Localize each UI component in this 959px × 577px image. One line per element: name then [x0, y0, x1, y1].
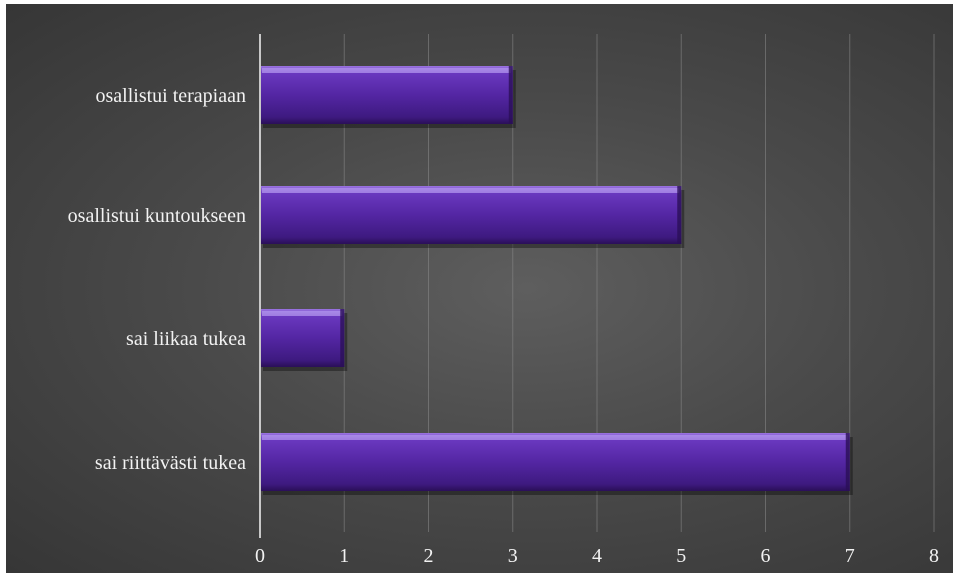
bar	[260, 66, 516, 128]
x-tick-label: 2	[424, 545, 434, 567]
category-label: sai liikaa tukea	[126, 328, 246, 350]
category-label: osallistui terapiaan	[95, 85, 246, 107]
category-label: osallistui kuntoukseen	[68, 205, 246, 227]
x-tick-label: 3	[508, 545, 518, 567]
x-tick-label: 5	[676, 545, 686, 567]
bar	[260, 309, 348, 371]
x-tick-label: 6	[761, 545, 771, 567]
category-label: sai riittävästi tukea	[95, 452, 246, 474]
bar	[260, 433, 853, 495]
bar	[260, 186, 685, 248]
x-tick-label: 4	[592, 545, 602, 567]
x-tick-label: 8	[929, 545, 939, 567]
labels: osallistui terapiaan osallistui kuntoukse…	[68, 85, 939, 567]
x-tick-label: 0	[255, 545, 265, 567]
x-tick-label: 1	[339, 545, 349, 567]
x-tick-label: 7	[845, 545, 855, 567]
bars	[260, 66, 853, 495]
chart-area: osallistui terapiaan osallistui kuntoukse…	[6, 4, 953, 573]
bar-chart: osallistui terapiaan osallistui kuntoukse…	[68, 34, 939, 567]
